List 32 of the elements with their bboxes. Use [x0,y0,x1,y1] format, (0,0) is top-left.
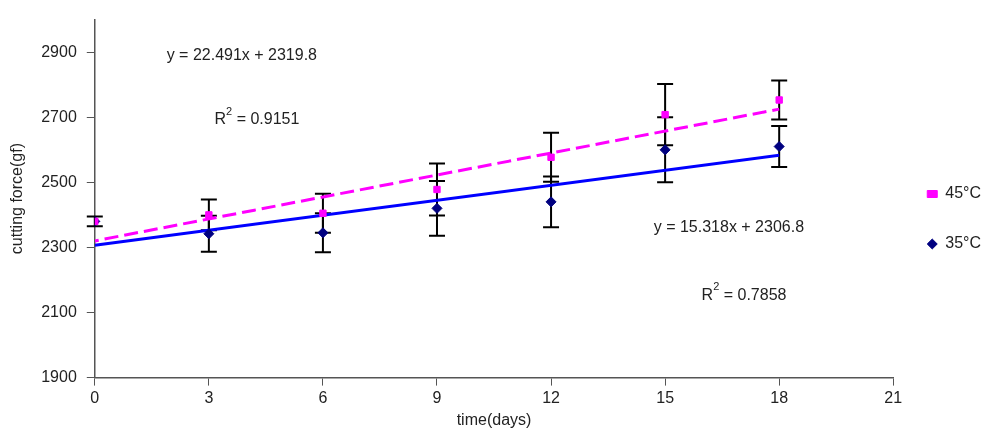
x-tick-label: 21 [884,388,903,406]
y-tick-label: 2700 [41,107,77,125]
point [547,153,555,161]
point [773,141,785,153]
legend-label: 45°C [945,184,981,202]
point [205,211,213,219]
point [317,227,329,239]
x-axis-title: time(days) [456,410,532,428]
point [661,110,669,119]
point [203,228,215,240]
annotation: y = 15.318x + 2306.8 [653,217,805,235]
point [433,185,441,194]
y-axis-title: cutting force(gf) [8,143,26,255]
x-tick-label: 9 [432,388,442,406]
x-tick-label: 0 [90,388,100,406]
point [659,144,671,156]
x-tick-label: 6 [318,388,328,406]
point [431,202,443,214]
legend-label: 35°C [945,234,981,252]
y-tick-label: 2100 [41,302,77,320]
annotation: y = 22.491x + 2319.8 [166,45,318,63]
y-tick-label: 1900 [41,368,77,386]
y-tick-label: 2300 [41,237,77,255]
point [319,209,327,217]
x-tick-label: 18 [770,388,789,406]
x-tick-label: 3 [204,388,214,406]
y-tick-label: 2500 [41,172,77,190]
x-tick-label: 15 [656,388,675,406]
point [775,96,783,104]
x-tick-label: 12 [542,388,561,406]
point [545,196,557,208]
y-tick-label: 2900 [41,42,77,60]
